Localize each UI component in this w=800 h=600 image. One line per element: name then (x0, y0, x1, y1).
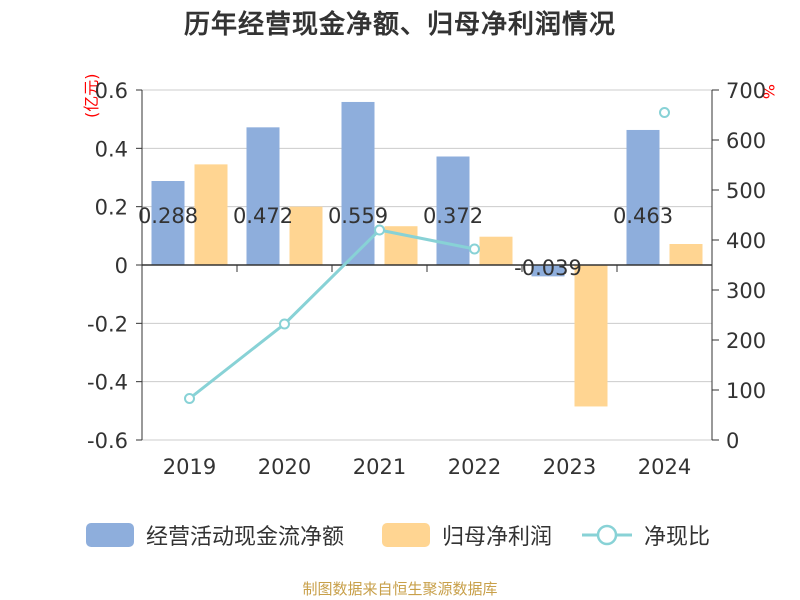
right-tick-label: 300 (726, 279, 766, 303)
data-label-cash-flow-2022: 0.372 (423, 204, 483, 228)
category-label: 2023 (543, 455, 596, 479)
source-note: 制图数据来自恒生聚源数据库 (302, 580, 498, 598)
bar-cash-flow-2021 (341, 101, 375, 265)
bar-net-profit-2020 (289, 206, 323, 265)
bar-net-profit-2019 (194, 164, 228, 265)
data-label-cash-flow-2019: 0.288 (138, 204, 198, 228)
line-cash-ratio (188, 228, 475, 400)
bar-net-profit-2024 (669, 244, 703, 265)
data-label-cash-flow-2020: 0.472 (233, 204, 293, 228)
legend-label-net-profit: 归母净利润 (442, 525, 553, 550)
legend-label-cash-flow: 经营活动现金流净额 (146, 525, 345, 550)
bar-net-profit-2023 (574, 265, 608, 407)
data-label-cash-flow-2021: 0.559 (328, 204, 388, 228)
category-label: 2024 (638, 455, 691, 479)
legend-item-cash-flow[interactable]: 经营活动现金流净额 (86, 515, 344, 555)
legend-label-cash-ratio: 净现比 (644, 525, 711, 550)
left-tick-label: -0.6 (87, 429, 128, 453)
left-tick-label: 0.6 (95, 79, 128, 103)
point-cash-ratio-2024 (659, 107, 670, 118)
right-tick-label: 600 (726, 129, 766, 153)
bar-cash-flow-2019 (151, 181, 185, 265)
legend-swatch-cash-flow (86, 523, 134, 547)
data-label-cash-flow-2024: 0.463 (613, 204, 673, 228)
bar-cash-flow-2023 (531, 265, 565, 277)
legend-item-net-profit[interactable]: 归母净利润 (382, 515, 552, 555)
legend-item-cash-ratio[interactable]: 净现比 (582, 515, 710, 555)
right-tick-label: 500 (726, 179, 766, 203)
bar-net-profit-2022 (479, 236, 513, 265)
left-tick-label: 0.4 (95, 137, 128, 161)
right-tick-label: 400 (726, 229, 766, 253)
bar-cash-flow-2020 (246, 127, 280, 265)
left-tick-label: 0.2 (95, 196, 128, 220)
right-tick-label: 700 (726, 79, 766, 103)
left-tick-label: -0.2 (87, 312, 128, 336)
category-label: 2020 (258, 455, 311, 479)
data-label-cash-flow-2023: -0.039 (514, 256, 582, 280)
right-tick-label: 200 (726, 329, 766, 353)
chart-title: 历年经营现金净额、归母净利润情况 (183, 10, 616, 40)
left-tick-label: 0 (115, 254, 128, 278)
legend: 经营活动现金流净额 归母净利润 净现比 (0, 515, 800, 555)
point-cash-ratio-2022 (469, 243, 480, 255)
legend-line-marker-icon (582, 524, 632, 546)
right-tick-label: 100 (726, 379, 766, 403)
category-label: 2021 (353, 455, 406, 479)
legend-swatch-net-profit (382, 523, 430, 547)
point-cash-ratio-2021 (374, 224, 385, 236)
category-label: 2019 (163, 455, 216, 479)
bar-cash-flow-2024 (626, 129, 660, 265)
category-label: 2022 (448, 455, 501, 479)
left-tick-label: -0.4 (87, 371, 128, 395)
right-tick-label: 0 (726, 429, 739, 453)
point-cash-ratio-2019 (184, 393, 195, 404)
point-cash-ratio-2020 (279, 318, 290, 330)
